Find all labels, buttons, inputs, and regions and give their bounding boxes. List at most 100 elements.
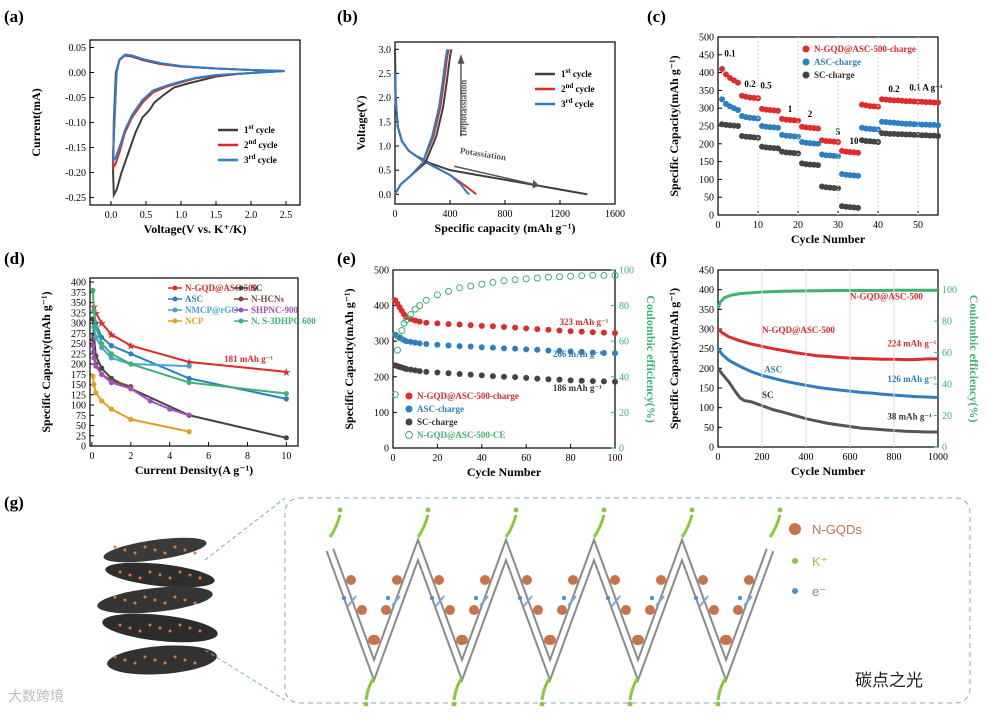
zoom-line-bottom <box>204 649 286 701</box>
y-tick-label: 100 <box>699 175 714 186</box>
data-point <box>935 122 941 129</box>
k-ion-dot <box>777 507 783 513</box>
x-axis-label: Cycle Number <box>791 232 866 246</box>
y-tick-label: 375 <box>71 288 86 299</box>
helix-dot <box>178 570 182 574</box>
panel-label-g: (g) <box>4 493 24 512</box>
data-point <box>512 374 519 381</box>
data-point <box>467 282 475 290</box>
y-tick-label: 0.00 <box>69 68 87 79</box>
data-point <box>99 398 105 404</box>
series-asc-charge <box>719 96 941 179</box>
x-axis-label: Cycle Number <box>467 465 542 479</box>
ngqd-particle <box>568 575 578 585</box>
legend-swatch <box>802 71 810 79</box>
series-curve-5 <box>394 49 449 195</box>
legend-k-marker <box>792 558 798 564</box>
data-point <box>93 324 99 330</box>
y-tick-label: 0 <box>709 211 714 222</box>
data-point <box>423 319 430 326</box>
data-point <box>416 368 423 375</box>
k-ion-arrow <box>540 677 552 701</box>
chart-e: 0 20 40 60 80 1000100200300400500020406080100… <box>342 266 658 480</box>
series-line <box>394 49 588 196</box>
data-point <box>403 338 410 345</box>
legend-entry: 3rd cycle <box>218 153 277 165</box>
y-tick-label: 450 <box>699 50 714 61</box>
helix-dot <box>198 576 202 580</box>
ngqd-particle <box>546 635 556 645</box>
x-tick-label: 800 <box>498 209 513 220</box>
data-point <box>108 343 114 349</box>
y-tick-label: 325 <box>71 308 86 319</box>
data-point <box>412 339 419 346</box>
y-tick-label: -0.20 <box>65 168 86 179</box>
series-n-gqd-asc-500-ce <box>391 271 619 399</box>
data-point <box>108 355 114 361</box>
data-point <box>775 145 781 152</box>
y-tick-label: 75 <box>76 411 86 422</box>
zigzag-inner <box>327 542 773 678</box>
data-point <box>489 278 497 286</box>
data-point <box>600 349 607 356</box>
legend-e-marker <box>792 588 798 594</box>
y-tick-label: 25 <box>76 431 86 442</box>
y-tick-label: 250 <box>699 122 714 133</box>
k-ion-dot <box>689 507 695 513</box>
y-tick-label: 275 <box>71 329 86 340</box>
data-point <box>534 326 541 333</box>
legend-swatch <box>405 405 413 413</box>
x-tick-label: 600 <box>843 452 858 463</box>
data-point <box>855 172 861 179</box>
watermark-right: 碳点之光 <box>855 671 923 691</box>
legend-entry: 2nd cycle <box>218 138 278 150</box>
electron-arrow <box>391 595 401 607</box>
electron-arrow <box>743 595 753 607</box>
x-tick-label: 400 <box>799 452 814 463</box>
legend-swatch <box>405 392 413 400</box>
data-point: ★ <box>281 367 291 379</box>
helix-dot <box>163 551 167 555</box>
x-tick-label: 60 <box>521 453 531 464</box>
legend-swatch <box>405 418 413 426</box>
x-tick-label: 2.5 <box>280 210 293 221</box>
helix-illustration <box>97 537 218 675</box>
electron-dot <box>561 595 567 601</box>
data-point <box>835 153 841 160</box>
y-tick-label: 150 <box>699 384 714 395</box>
legend-marker <box>172 285 178 291</box>
data-point <box>423 341 430 348</box>
series-sc <box>716 367 938 434</box>
data-point <box>855 204 861 211</box>
y-tick-label: 2.0 <box>379 93 392 104</box>
k-ion-dot <box>627 701 633 707</box>
series-curve-3 <box>394 49 453 195</box>
helix-dot <box>158 573 162 577</box>
y2-tick-label: 80 <box>942 317 952 328</box>
ngqd-particle <box>346 575 356 585</box>
helix-dot <box>148 570 152 574</box>
y-tick-label: 0 <box>384 444 389 455</box>
legend-swatch <box>802 58 810 66</box>
data-point <box>91 355 97 361</box>
rate-label: 2 <box>808 109 813 119</box>
data-point <box>478 280 486 288</box>
y-tick-label: 200 <box>699 364 714 375</box>
legend-label: SHPNC-900 <box>251 305 298 315</box>
ngqd-particle <box>610 575 620 585</box>
data-point <box>434 341 441 348</box>
y-tick-label: 250 <box>71 339 86 350</box>
data-point <box>99 365 105 371</box>
y-axis-label: Specific Capacity(mAh g⁻¹) <box>667 55 681 196</box>
data-point <box>93 334 99 341</box>
charts-layer: 0.0 0.5 1.0 1.5 2.0 2.5 -0.25 -0.20 -0.15 -0.10 -0… <box>29 33 981 480</box>
legend-label: N-GQD@ASC-500-charge <box>417 391 519 401</box>
data-point <box>855 149 861 156</box>
chart-b: 0 400 800 1200 1600 0.0 0.5 1.0 1.5 2.0 2.5 3.0 Spec… <box>354 41 625 235</box>
data-point <box>567 348 574 355</box>
y2-tick-label: 60 <box>942 348 952 359</box>
ngqd-particle <box>357 605 367 615</box>
data-point <box>935 99 941 106</box>
data-point <box>534 346 541 353</box>
data-point: ★ <box>91 308 101 320</box>
